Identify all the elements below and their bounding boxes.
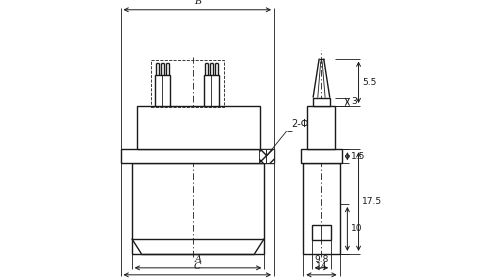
Text: A: A xyxy=(195,255,201,264)
Bar xyxy=(132,163,264,254)
Text: C: C xyxy=(194,262,201,271)
Bar xyxy=(151,60,224,107)
Text: 3: 3 xyxy=(351,97,357,106)
Bar xyxy=(313,98,330,106)
Text: 2-Φ3.2: 2-Φ3.2 xyxy=(292,119,324,129)
Bar xyxy=(137,106,260,149)
Text: 9.8: 9.8 xyxy=(314,255,329,264)
Text: B: B xyxy=(194,0,201,6)
Bar xyxy=(303,163,340,254)
Bar xyxy=(155,75,170,106)
Text: 17.5: 17.5 xyxy=(362,197,382,206)
Bar xyxy=(203,75,219,106)
Text: 5.5: 5.5 xyxy=(362,78,377,87)
Bar xyxy=(300,149,343,163)
Bar xyxy=(259,149,266,163)
Bar xyxy=(266,149,274,163)
Bar xyxy=(307,106,336,149)
Bar xyxy=(312,225,331,240)
Text: 14: 14 xyxy=(316,262,327,271)
Text: 1.5: 1.5 xyxy=(351,152,365,161)
Bar xyxy=(121,149,274,163)
Text: 10: 10 xyxy=(351,224,362,234)
